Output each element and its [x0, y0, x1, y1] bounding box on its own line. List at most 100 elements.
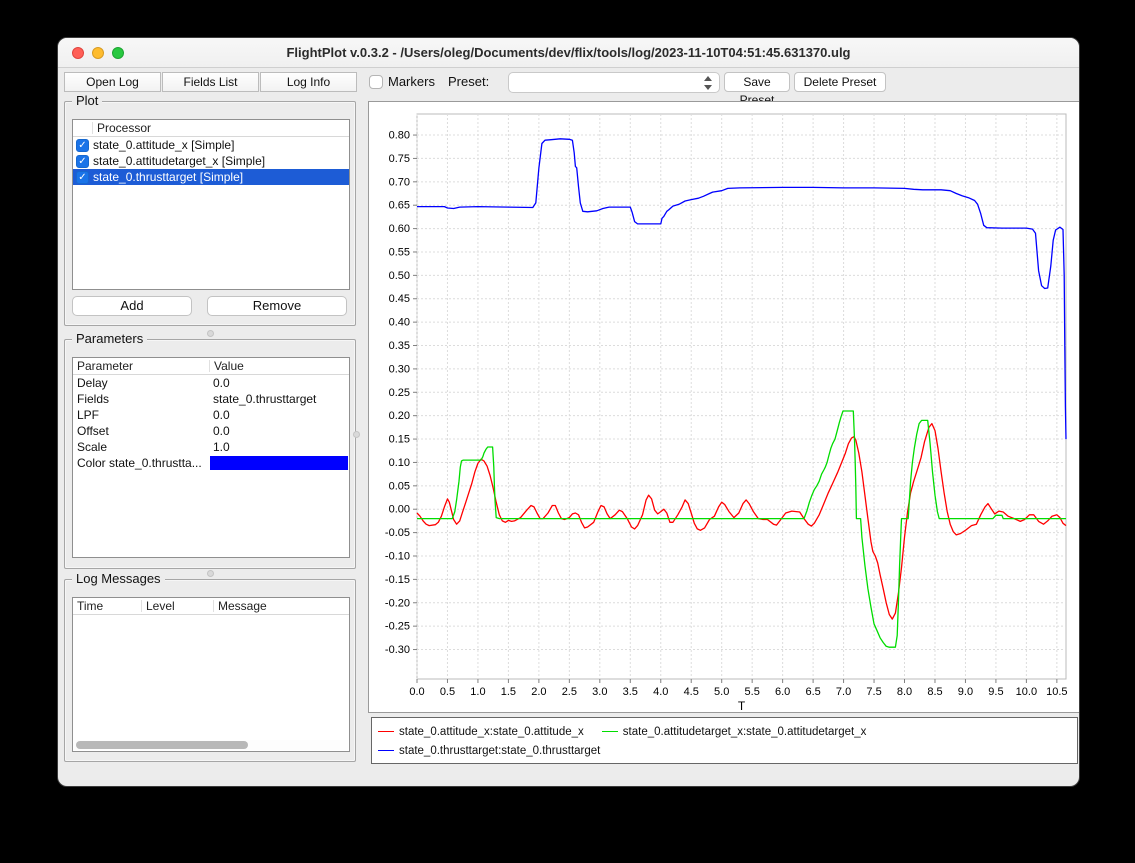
parameter-name: Fields	[77, 391, 109, 407]
y-tick-label: 0.55	[389, 246, 410, 258]
parameter-row[interactable]: Offset 0.0	[73, 423, 349, 439]
x-tick-label: 7.0	[836, 686, 851, 698]
y-tick-label: -0.20	[385, 597, 410, 609]
x-tick-label: 2.5	[562, 686, 577, 698]
save-preset-button[interactable]: Save Preset	[724, 72, 790, 92]
plot-area[interactable]	[417, 114, 1066, 679]
parameter-value[interactable]: state_0.thrusttarget	[213, 391, 316, 407]
y-tick-label: 0.30	[389, 363, 410, 375]
scrollbar-thumb[interactable]	[76, 741, 248, 749]
parameter-row[interactable]: LPF 0.0	[73, 407, 349, 423]
log-messages-group-title: Log Messages	[72, 571, 165, 586]
remove-button[interactable]: Remove	[207, 296, 347, 316]
markers-label: Markers	[388, 72, 435, 92]
legend-color-dash-icon	[378, 731, 394, 732]
markers-checkbox[interactable]	[369, 75, 383, 89]
x-tick-label: 4.0	[653, 686, 668, 698]
y-tick-label: 0.50	[389, 270, 410, 282]
y-tick-label: 0.20	[389, 410, 410, 422]
y-tick-label: 0.05	[389, 480, 410, 492]
y-tick-label: 0.65	[389, 200, 410, 212]
processor-list-item[interactable]: ✓state_0.attitude_x [Simple]	[73, 137, 349, 153]
x-axis-label: T	[738, 699, 746, 712]
x-tick-label: 0.5	[440, 686, 455, 698]
parameter-name: LPF	[77, 407, 99, 423]
plot-group-title: Plot	[72, 93, 102, 108]
legend-item: state_0.attitude_x:state_0.attitude_x	[378, 726, 584, 738]
chart-legend: state_0.attitude_x:state_0.attitude_xsta…	[371, 717, 1078, 764]
item-checkbox[interactable]: ✓	[76, 139, 89, 152]
x-tick-label: 7.5	[866, 686, 881, 698]
legend-color-dash-icon	[378, 750, 394, 751]
log-messages-table[interactable]: Time Level Message	[72, 597, 350, 752]
add-button[interactable]: Add	[72, 296, 192, 316]
x-tick-label: 1.5	[501, 686, 516, 698]
zoom-window-icon[interactable]	[112, 47, 124, 59]
level-column-header: Level	[146, 598, 175, 615]
preset-label: Preset:	[448, 72, 489, 92]
vertical-splitter-handle[interactable]	[353, 431, 360, 438]
combobox-stepper-icon[interactable]	[702, 75, 715, 91]
chart-canvas[interactable]: -0.30-0.25-0.20-0.15-0.10-0.050.000.050.…	[369, 102, 1080, 712]
x-tick-label: 9.0	[958, 686, 973, 698]
parameter-value[interactable]: 1.0	[213, 439, 230, 455]
parameter-row[interactable]: Scale1.0	[73, 439, 349, 455]
y-tick-label: -0.05	[385, 527, 410, 539]
legend-label: state_0.attitude_x:state_0.attitude_x	[399, 726, 584, 738]
horizontal-splitter-handle-2[interactable]	[207, 570, 214, 577]
legend-item: state_0.thrusttarget:state_0.thrusttarge…	[378, 745, 600, 757]
color-swatch[interactable]	[210, 456, 348, 470]
minimize-window-icon[interactable]	[92, 47, 104, 59]
y-tick-label: 0.15	[389, 434, 410, 446]
legend-label: state_0.attitudetarget_x:state_0.attitud…	[623, 726, 867, 738]
y-tick-label: 0.75	[389, 153, 410, 165]
x-tick-label: 4.5	[684, 686, 699, 698]
parameters-table-header: Parameter Value	[73, 358, 349, 375]
processor-list[interactable]: Processor ✓state_0.attitude_x [Simple]✓s…	[72, 119, 350, 290]
parameter-row[interactable]: Color state_0.thrustta...	[73, 455, 349, 471]
parameters-table[interactable]: Parameter Value Delay 0.0 Fields state_0.th…	[72, 357, 350, 558]
parameter-row[interactable]: Delay 0.0	[73, 375, 349, 391]
log-info-button[interactable]: Log Info	[260, 72, 357, 92]
x-tick-label: 6.5	[805, 686, 820, 698]
window-title: FlightPlot v.0.3.2 - /Users/oleg/Documen…	[138, 38, 999, 68]
processor-list-item[interactable]: ✓ state_0.thrusttarget [Simple]	[73, 169, 349, 185]
fields-list-button[interactable]: Fields List	[162, 72, 259, 92]
parameter-value[interactable]: 0.0	[213, 407, 230, 423]
parameter-value[interactable]: 0.0	[213, 423, 230, 439]
legend-color-dash-icon	[602, 731, 618, 732]
parameter-row[interactable]: Fields state_0.thrusttarget	[73, 391, 349, 407]
y-tick-label: 0.10	[389, 457, 410, 469]
parameter-value[interactable]: 0.0	[213, 375, 230, 391]
chart-panel[interactable]: -0.30-0.25-0.20-0.15-0.10-0.050.000.050.…	[368, 101, 1080, 713]
item-checkbox[interactable]: ✓	[76, 171, 89, 184]
x-tick-label: 5.5	[745, 686, 760, 698]
parameter-name: Offset	[77, 423, 109, 439]
parameters-group-title: Parameters	[72, 331, 147, 346]
item-checkbox[interactable]: ✓	[76, 155, 89, 168]
title-bar[interactable]: FlightPlot v.0.3.2 - /Users/oleg/Documen…	[58, 38, 1079, 68]
log-table-header: Time Level Message	[73, 598, 349, 615]
preset-combobox-value	[509, 75, 515, 89]
parameter-column-header: Parameter	[77, 358, 133, 375]
y-tick-label: -0.10	[385, 550, 410, 562]
delete-preset-button[interactable]: Delete Preset	[794, 72, 886, 92]
horizontal-splitter-handle[interactable]	[207, 330, 214, 337]
item-label: state_0.thrusttarget [Simple]	[93, 170, 243, 184]
x-tick-label: 10.0	[1016, 686, 1037, 698]
legend-label: state_0.thrusttarget:state_0.thrusttarge…	[399, 745, 600, 757]
processor-list-item[interactable]: ✓state_0.attitudetarget_x [Simple]	[73, 153, 349, 169]
parameters-group: Parameters Parameter Value Delay0.0Field…	[64, 339, 356, 569]
plot-group: Plot Processor ✓state_0.attitude_x [Simp…	[64, 101, 356, 326]
y-tick-label: -0.25	[385, 621, 410, 633]
x-tick-label: 10.5	[1046, 686, 1067, 698]
parameter-name: Delay	[77, 375, 108, 391]
x-tick-label: 3.0	[592, 686, 607, 698]
preset-combobox[interactable]	[508, 72, 720, 93]
close-window-icon[interactable]	[72, 47, 84, 59]
y-tick-label: 0.45	[389, 293, 410, 305]
open-log-button[interactable]: Open Log	[64, 72, 161, 92]
x-tick-label: 3.5	[623, 686, 638, 698]
x-tick-label: 1.0	[470, 686, 485, 698]
log-horizontal-scrollbar[interactable]	[74, 740, 348, 750]
